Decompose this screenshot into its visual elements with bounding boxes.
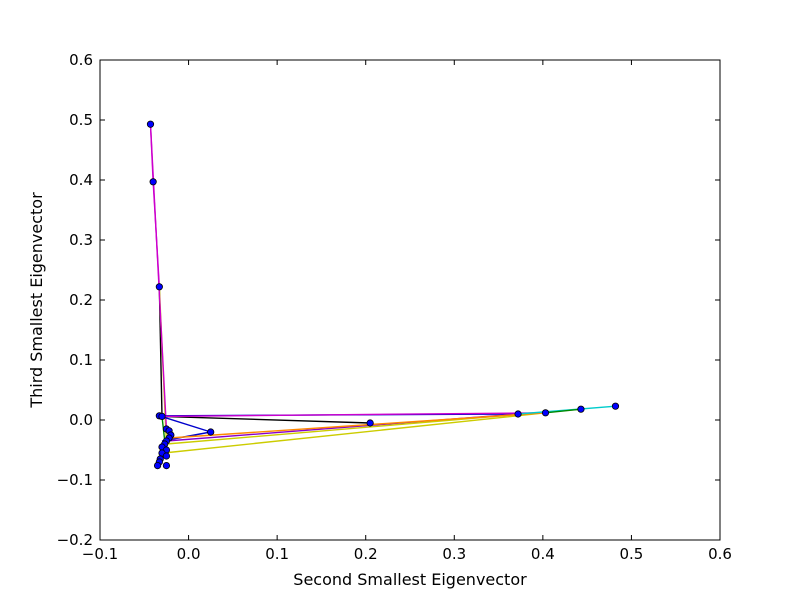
- data-point: [149, 178, 157, 186]
- x-tick-label: 0.4: [531, 545, 555, 563]
- data-point: [577, 405, 585, 413]
- y-tick-label: −0.1: [57, 471, 93, 489]
- y-tick-label: 0.6: [69, 51, 93, 69]
- edge-line: [169, 412, 546, 439]
- plot-frame: [99, 59, 721, 541]
- x-tick-label: 0.1: [265, 545, 289, 563]
- x-tick-label: 0.6: [708, 545, 732, 563]
- x-tick-label: 0.2: [354, 545, 378, 563]
- edge-line: [545, 408, 582, 414]
- data-point: [366, 419, 374, 427]
- y-tick-label: 0.2: [69, 291, 93, 309]
- data-point: [153, 461, 162, 470]
- x-tick-label: 0.5: [619, 545, 643, 563]
- data-point: [514, 410, 522, 418]
- y-tick-label: −0.2: [57, 531, 93, 549]
- y-axis-label: Third Smallest Eigenvector: [27, 192, 46, 409]
- data-point: [146, 120, 155, 128]
- x-axis-label: Second Smallest Eigenvector: [293, 570, 527, 589]
- y-tick-label: 0.1: [69, 351, 93, 369]
- data-point: [162, 461, 171, 470]
- y-tick-label: 0.4: [69, 171, 93, 189]
- ticks-layer: −0.1 0.0 0.1 0.2 0.3 0.4 0.5 0.6−0.2−0.10.00.10…: [57, 51, 732, 563]
- data-point: [158, 412, 166, 420]
- edge-line: [161, 415, 371, 424]
- data-point: [541, 409, 550, 417]
- edge-line: [161, 412, 546, 418]
- x-tick-label: 0.0: [177, 545, 201, 563]
- plot-layer: [146, 120, 620, 470]
- x-tick-label: 0.3: [442, 545, 466, 563]
- y-tick-label: 0.3: [69, 231, 93, 249]
- edge-line: [159, 415, 211, 433]
- data-point: [155, 283, 163, 291]
- data-point: [611, 402, 620, 410]
- y-tick-label: 0.0: [69, 411, 93, 429]
- data-point: [207, 428, 215, 436]
- edge-line: [149, 124, 168, 430]
- y-tick-label: 0.5: [69, 111, 93, 129]
- x-tick-label: −0.1: [82, 545, 118, 563]
- data-point: [162, 452, 171, 460]
- edge-line: [163, 412, 546, 454]
